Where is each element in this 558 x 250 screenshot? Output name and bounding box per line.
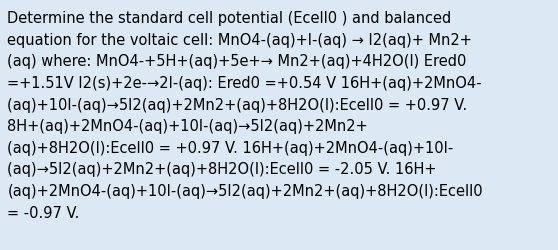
Text: Determine the standard cell potential (Ecell0 ) and balanced
equation for the vo: Determine the standard cell potential (E… bbox=[7, 11, 483, 220]
